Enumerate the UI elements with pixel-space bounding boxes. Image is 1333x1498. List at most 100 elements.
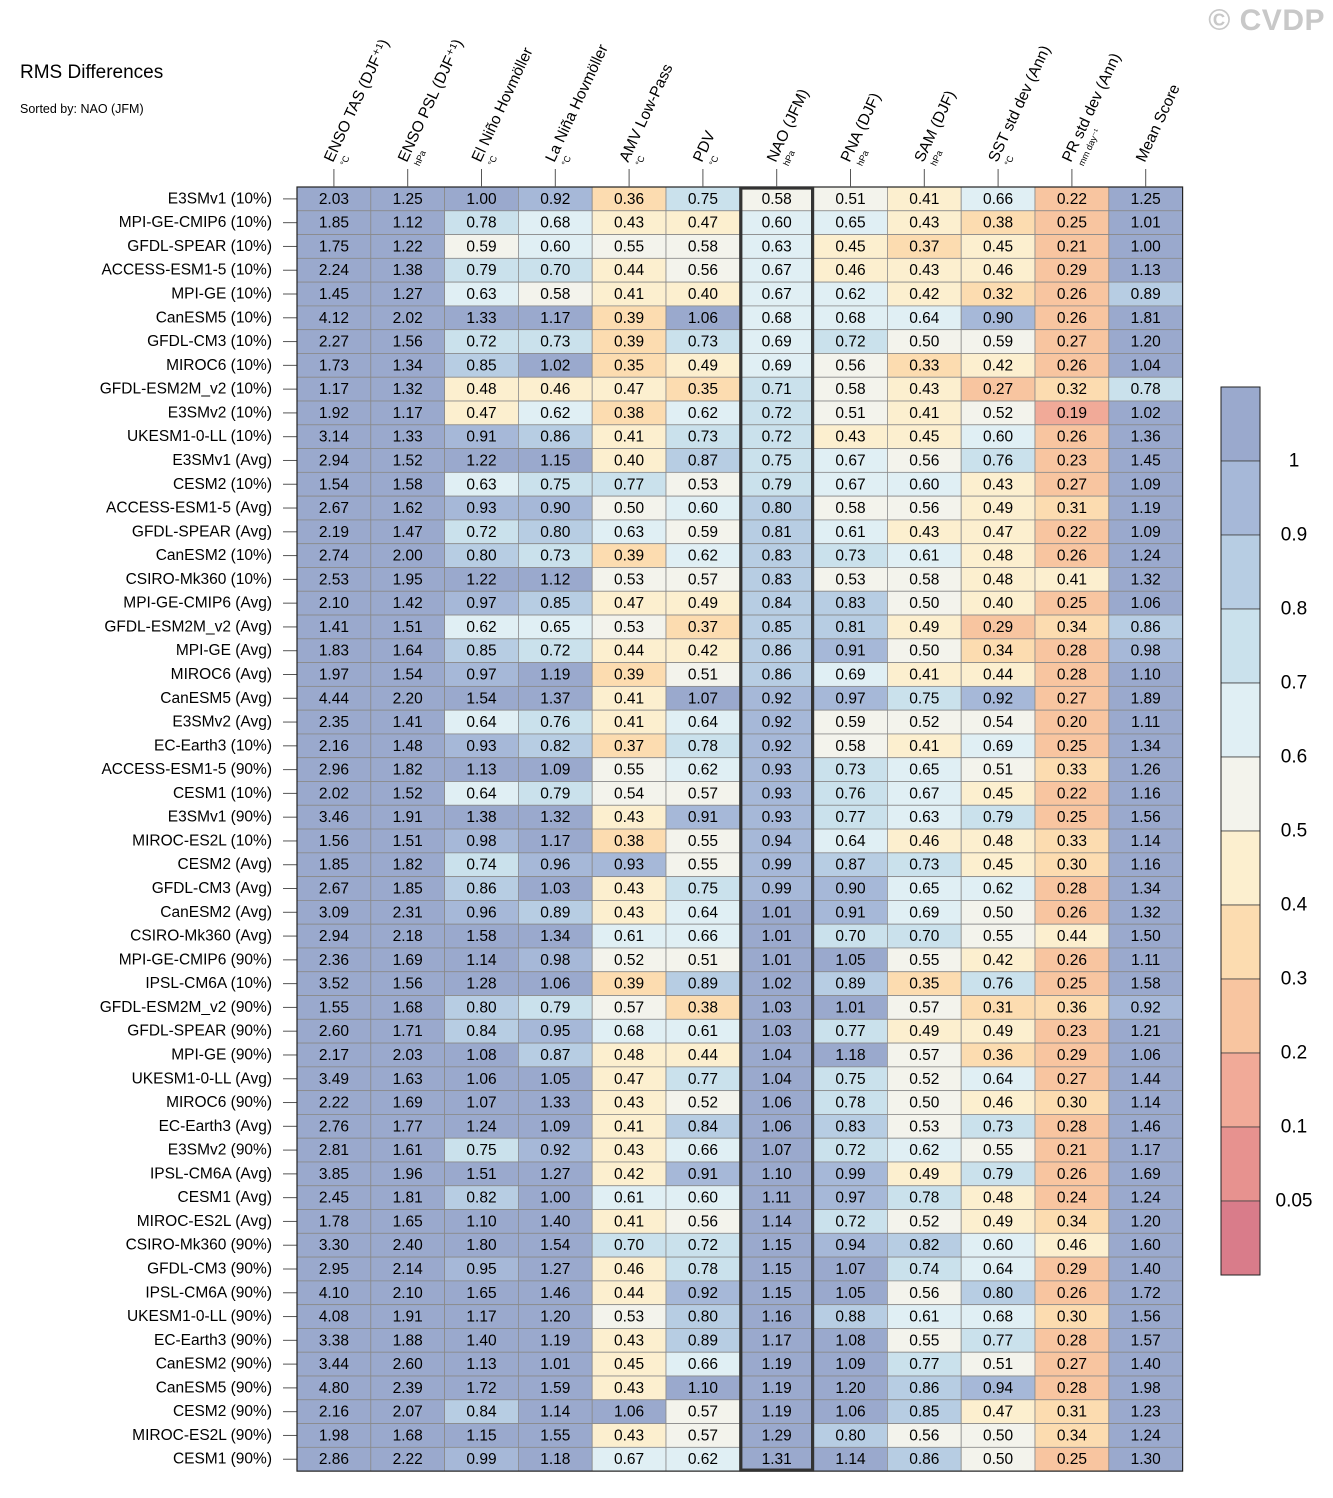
cell-value: 1.20: [1131, 1213, 1162, 1230]
cell-value: 1.54: [540, 1237, 571, 1254]
cell-value: 0.79: [540, 785, 570, 802]
cell-value: 0.66: [688, 1142, 718, 1159]
cell-value: 0.36: [614, 191, 644, 208]
cell-value: 1.71: [393, 1023, 423, 1040]
cell-value: 1.32: [1131, 904, 1161, 921]
row-label: MPI-GE (10%): [171, 286, 272, 303]
column-unit: °C: [1002, 154, 1016, 168]
cell-value: 1.07: [688, 690, 718, 707]
cell-value: 0.55: [983, 1142, 1013, 1159]
cell-value: 0.76: [835, 785, 865, 802]
column-label: El Niño Hovmöller°C: [469, 45, 537, 167]
cell-value: 0.63: [466, 476, 496, 493]
cell-value: 0.80: [762, 500, 793, 517]
cell-value: 0.99: [762, 881, 792, 898]
cell-value: 1.12: [540, 571, 570, 588]
column-label-text: ENSO PSL (DJF⁺¹): [395, 37, 467, 165]
cell-value: 1.54: [319, 476, 350, 493]
cell-value: 1.85: [319, 215, 349, 232]
cell-value: 0.64: [466, 785, 497, 802]
cell-value: 0.29: [1057, 1047, 1087, 1064]
cell-value: 1.02: [1131, 405, 1161, 422]
cell-value: 1.20: [835, 1380, 866, 1397]
cell-value: 0.43: [909, 524, 939, 541]
cell-value: 1.52: [393, 785, 423, 802]
cell-value: 0.26: [1057, 1285, 1087, 1302]
cell-value: 1.20: [540, 1309, 571, 1326]
row-label: CSIRO-Mk360 (90%): [126, 1237, 272, 1254]
cell-value: 0.62: [983, 881, 1013, 898]
cell-value: 1.81: [393, 1190, 423, 1207]
cell-value: 1.36: [1131, 429, 1161, 446]
colorbar-segment: [1220, 830, 1261, 906]
cell-value: 0.35: [688, 381, 718, 398]
cell-value: 0.97: [466, 666, 496, 683]
cell-value: 1.00: [466, 191, 497, 208]
cell-value: 1.14: [466, 952, 497, 969]
cell-value: 0.66: [688, 1356, 718, 1373]
cell-value: 0.40: [614, 452, 645, 469]
cell-value: 0.22: [1057, 785, 1087, 802]
cell-value: 2.07: [393, 1404, 423, 1421]
cell-value: 0.25: [1057, 215, 1087, 232]
cell-value: 0.72: [466, 334, 496, 351]
cell-value: 2.10: [393, 1285, 424, 1302]
cell-value: 1.06: [1131, 595, 1161, 612]
cell-value: 1.09: [540, 1118, 570, 1135]
cell-value: 0.28: [1057, 643, 1087, 660]
cell-value: 1.23: [1131, 1404, 1161, 1421]
row-label: CanESM2 (10%): [156, 547, 272, 564]
cell-value: 0.86: [1131, 619, 1161, 636]
cell-value: 0.94: [835, 1237, 866, 1254]
cell-value: 0.45: [983, 238, 1013, 255]
cell-value: 2.96: [319, 762, 349, 779]
row-label: E3SMv2 (10%): [168, 404, 272, 421]
cell-value: 0.73: [983, 1118, 1013, 1135]
row-label: GFDL-ESM2M_v2 (10%): [100, 381, 272, 398]
row-label: CanESM5 (90%): [156, 1379, 272, 1396]
cell-value: 1.31: [762, 1451, 792, 1468]
row-label: ACCESS-ESM1-5 (90%): [101, 761, 272, 778]
cell-value: 1.59: [540, 1380, 570, 1397]
cell-value: 0.64: [688, 714, 719, 731]
cell-value: 1.15: [540, 452, 570, 469]
cell-value: 0.32: [983, 286, 1013, 303]
cell-value: 0.61: [835, 524, 865, 541]
cell-value: 0.44: [614, 1285, 645, 1302]
cell-value: 1.06: [540, 976, 570, 993]
cell-value: 1.51: [466, 1166, 496, 1183]
colorbar-segment: [1220, 386, 1261, 462]
cell-value: 0.52: [983, 405, 1013, 422]
cell-value: 1.03: [540, 881, 570, 898]
cell-value: 2.22: [319, 1095, 349, 1112]
cell-value: 2.18: [393, 928, 423, 945]
cell-value: 4.12: [319, 310, 349, 327]
cell-value: 0.44: [614, 643, 645, 660]
cell-value: 0.75: [466, 1142, 496, 1159]
cell-value: 0.67: [835, 476, 865, 493]
cell-value: 0.73: [909, 857, 939, 874]
cell-value: 0.48: [983, 833, 1013, 850]
cell-value: 1.56: [393, 976, 423, 993]
cell-value: 0.43: [614, 1380, 644, 1397]
cell-value: 0.46: [983, 1095, 1013, 1112]
cell-value: 1.46: [540, 1285, 570, 1302]
cell-value: 0.69: [983, 738, 1013, 755]
cell-value: 1.16: [1131, 785, 1161, 802]
cell-value: 0.36: [1057, 999, 1087, 1016]
cell-value: 0.26: [1057, 429, 1087, 446]
cell-value: 2.14: [393, 1261, 424, 1278]
cell-value: 1.09: [1131, 524, 1161, 541]
cell-value: 0.49: [909, 1166, 939, 1183]
cell-value: 0.49: [983, 1023, 1013, 1040]
cell-value: 1.27: [393, 286, 423, 303]
cell-value: 0.67: [762, 262, 792, 279]
cell-value: 1.64: [393, 643, 424, 660]
cell-value: 0.38: [614, 405, 644, 422]
cell-value: 0.59: [688, 524, 718, 541]
cell-value: 1.58: [466, 928, 496, 945]
chart-subtitle: Sorted by: NAO (JFM): [20, 102, 144, 116]
colorbar-label: 1: [1289, 451, 1300, 472]
cell-value: 0.26: [1057, 548, 1087, 565]
